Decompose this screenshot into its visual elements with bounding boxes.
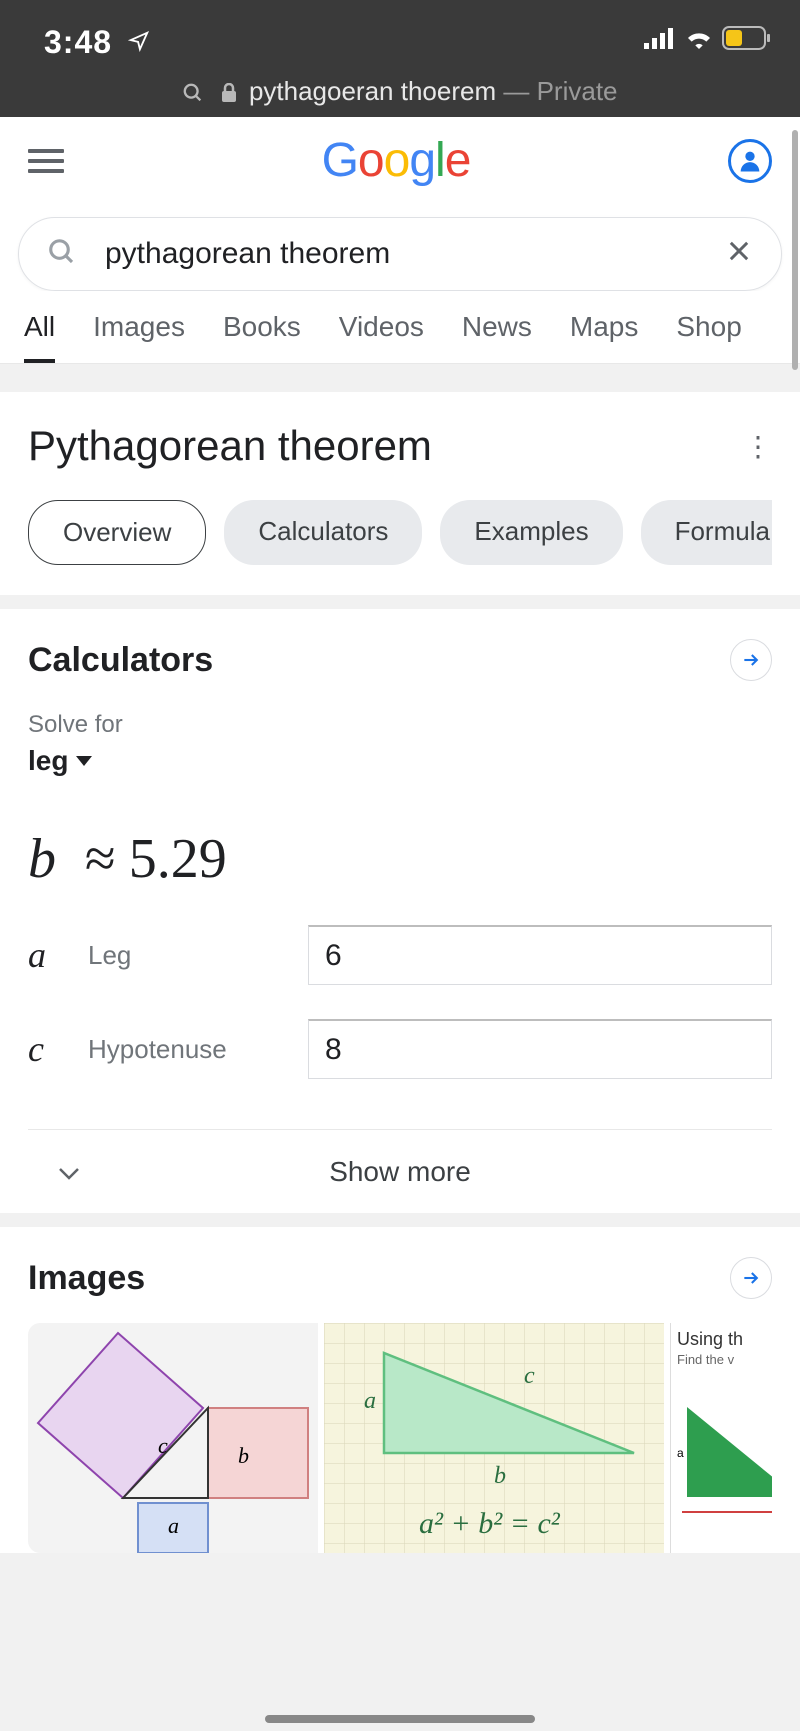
search-icon (182, 82, 204, 104)
status-time: 3:48 (44, 24, 112, 61)
battery-icon (722, 26, 770, 50)
signal-icon (644, 27, 676, 49)
show-more-button[interactable]: Show more (28, 1129, 772, 1213)
location-icon (128, 30, 150, 57)
svg-text:b: b (494, 1463, 506, 1489)
more-button[interactable]: ⋮ (744, 430, 772, 463)
svg-text:a: a (677, 1446, 684, 1460)
images-card: Images c b a a c b a² (0, 1227, 800, 1553)
menu-button[interactable] (28, 143, 64, 179)
search-icon (47, 237, 77, 272)
chip-calculators[interactable]: Calculators (224, 500, 422, 565)
knowledge-title: Pythagorean theorem (28, 422, 432, 470)
image-result-1[interactable]: c b a (28, 1323, 318, 1553)
status-icons (644, 26, 770, 50)
chevron-down-icon (58, 1156, 80, 1188)
var-a: a (28, 934, 68, 976)
home-indicator[interactable] (265, 1715, 535, 1723)
search-input[interactable] (105, 237, 725, 271)
url-mode: — Private (503, 76, 617, 106)
svg-text:c: c (524, 1363, 535, 1389)
images-expand-button[interactable] (730, 1257, 772, 1299)
search-tabs: All Images Books Videos News Maps Shop (0, 291, 800, 364)
url-bar[interactable]: pythagoeran thoerem — Private (0, 76, 800, 107)
tab-maps[interactable]: Maps (570, 311, 638, 363)
chevron-down-icon (76, 756, 92, 766)
calculators-expand-button[interactable] (730, 639, 772, 681)
formula-text: a² + b² = c² (419, 1507, 561, 1540)
tab-videos[interactable]: Videos (339, 311, 424, 363)
calc-row-a: a Leg (28, 925, 772, 985)
solve-for-label: Solve for (28, 711, 772, 739)
chip-formula[interactable]: Formula (641, 500, 772, 565)
image-result-2[interactable]: a c b a² + b² = c² (324, 1323, 664, 1553)
wifi-icon (684, 27, 714, 49)
account-button[interactable] (728, 139, 772, 183)
scroll-indicator[interactable] (792, 130, 798, 370)
tab-books[interactable]: Books (223, 311, 301, 363)
google-logo[interactable]: Google (322, 133, 471, 188)
label-hypotenuse: Hypotenuse (88, 1034, 288, 1065)
calc-row-c: c Hypotenuse (28, 1019, 772, 1079)
chip-overview[interactable]: Overview (28, 500, 206, 565)
images-title: Images (28, 1259, 145, 1298)
search-box[interactable] (18, 217, 782, 291)
tab-news[interactable]: News (462, 311, 532, 363)
clear-button[interactable] (725, 235, 753, 274)
svg-text:c: c (158, 1433, 168, 1458)
chip-examples[interactable]: Examples (440, 500, 622, 565)
search-container (0, 205, 800, 291)
solve-for-dropdown[interactable]: leg (28, 745, 772, 777)
knowledge-panel: Pythagorean theorem ⋮ Overview Calculato… (0, 392, 800, 595)
google-header: Google (0, 117, 800, 205)
input-a[interactable] (308, 925, 772, 985)
tab-shopping[interactable]: Shop (676, 311, 741, 363)
svg-text:a: a (364, 1388, 376, 1414)
tab-images[interactable]: Images (93, 311, 185, 363)
svg-text:a: a (168, 1513, 179, 1538)
lock-icon (220, 83, 238, 103)
status-bar: 3:48 pythagoeran thoerem — Private (0, 0, 800, 117)
calculators-title: Calculators (28, 641, 213, 680)
var-c: c (28, 1028, 68, 1070)
calculator-card: Calculators Solve for leg b ≈ 5.29 a Leg… (0, 609, 800, 1213)
tab-all[interactable]: All (24, 311, 55, 363)
image-result-3[interactable]: Using th Find the v a 1: (670, 1323, 772, 1553)
images-strip: c b a a c b a² + b² = c² Using th Find t… (28, 1323, 772, 1553)
input-c[interactable] (308, 1019, 772, 1079)
url-query: pythagoeran thoerem (249, 76, 496, 106)
label-leg: Leg (88, 940, 288, 971)
svg-text:b: b (238, 1443, 249, 1468)
knowledge-chips: Overview Calculators Examples Formula (28, 500, 772, 565)
calculator-result: b ≈ 5.29 (28, 827, 772, 891)
